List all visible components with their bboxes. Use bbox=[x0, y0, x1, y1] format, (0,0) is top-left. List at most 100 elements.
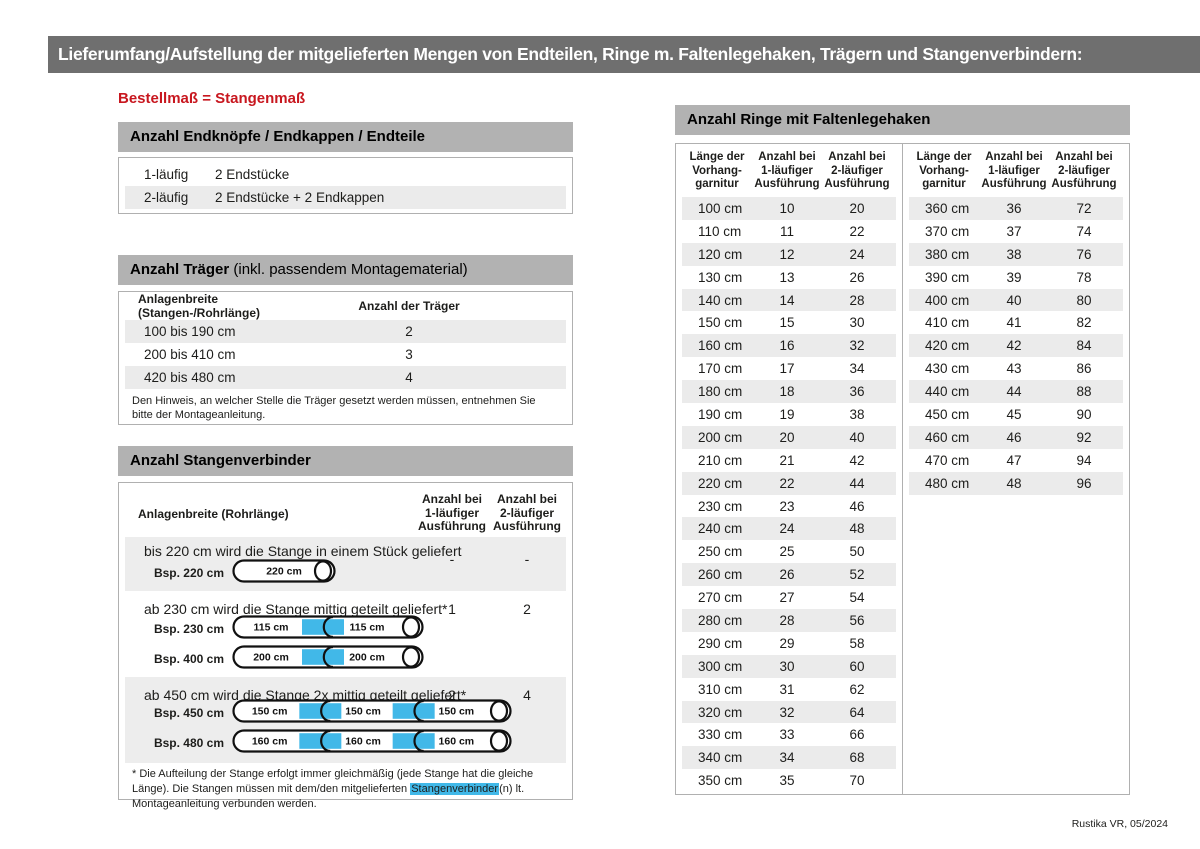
count-2laeufig-cell: 74 bbox=[1076, 223, 1092, 239]
count-2laeufig-cell: 56 bbox=[849, 612, 865, 628]
rod-example-row: Bsp. 450 cm 150 cm 150 cm 150 cm bbox=[139, 698, 512, 725]
joint-arc bbox=[322, 615, 334, 638]
count-1laeufig-cell: 23 bbox=[779, 498, 795, 514]
garnitur-length-cell: 400 cm bbox=[925, 292, 970, 308]
count-1laeufig-cell: 35 bbox=[779, 773, 795, 789]
rod-diagram: 160 cm 160 cm 160 cm bbox=[232, 728, 512, 753]
count-1laeufig-cell: 29 bbox=[779, 635, 795, 651]
count-1laeufig-cell: 18 bbox=[779, 384, 795, 400]
header-line: 2-läufiger bbox=[1058, 164, 1110, 177]
rod-diagram-holder: 200 cm 200 cm bbox=[232, 644, 424, 674]
count-1laeufig-cell: 22 bbox=[779, 475, 795, 491]
header-line: 2-läufiger bbox=[831, 164, 883, 177]
header-line: garnitur bbox=[922, 178, 966, 190]
count-2laeufig-cell: 82 bbox=[1076, 315, 1092, 331]
count-2laeufig: 4 bbox=[523, 687, 531, 703]
segment-length-label: 150 cm bbox=[252, 705, 288, 717]
ringe-header-left: Länge der Vorhang- garnitur Anzahl bei 1… bbox=[676, 144, 902, 197]
segment-length-label: 160 cm bbox=[439, 735, 475, 747]
garnitur-length-cell: 210 cm bbox=[698, 452, 743, 468]
count-1laeufig-cell: 19 bbox=[779, 406, 795, 422]
traeger-col2-header: Anzahl der Träger bbox=[358, 299, 460, 313]
section-header-endteile: Anzahl Endknöpfe / Endkappen / Endteile bbox=[118, 122, 573, 152]
page-title-banner: Lieferumfang/Aufstellung der mitgeliefer… bbox=[48, 36, 1200, 73]
segment-length-label: 150 cm bbox=[439, 705, 475, 717]
verbinder-col3-header: Anzahl bei 2-läufiger Ausführung bbox=[487, 492, 567, 534]
count-2laeufig-cell: 28 bbox=[849, 292, 865, 308]
header-line: Ausführung bbox=[418, 519, 486, 533]
count-2laeufig-cell: 76 bbox=[1076, 246, 1092, 262]
segment-length-label: 220 cm bbox=[266, 565, 302, 577]
garnitur-length-cell: 250 cm bbox=[698, 544, 743, 560]
table-row: 180 cm 18 36 bbox=[682, 380, 896, 404]
count-1laeufig-cell: 47 bbox=[1006, 452, 1022, 468]
garnitur-length-cell: 180 cm bbox=[698, 384, 743, 400]
header-line: Anzahl bei bbox=[421, 492, 482, 506]
verbinder-footnote: * Die Aufteilung der Stange erfolgt imme… bbox=[132, 767, 566, 812]
rod-diagram-holder: 220 cm bbox=[232, 558, 336, 588]
garnitur-length-cell: 140 cm bbox=[698, 292, 743, 308]
count-1laeufig-cell: 13 bbox=[779, 269, 795, 285]
header-line: Länge der bbox=[689, 151, 745, 163]
count-2laeufig-cell: 50 bbox=[849, 544, 865, 560]
table-row: 420 cm 42 84 bbox=[909, 334, 1123, 358]
verbinder-table-header: Anlagenbreite (Rohrlänge) Anzahl bei 1-l… bbox=[119, 483, 572, 537]
joint-arc bbox=[320, 729, 331, 752]
count-2laeufig-cell: 26 bbox=[849, 269, 865, 285]
traeger-rows: 100 bis 190 cm 2 200 bis 410 cm 3 420 bis 48… bbox=[119, 320, 572, 389]
footnote-text: (n) lt. Montageanleitung verbunden werde… bbox=[132, 783, 525, 810]
count-1laeufig-cell: 39 bbox=[1006, 269, 1022, 285]
count-2laeufig-cell: 96 bbox=[1076, 475, 1092, 491]
joint-arc bbox=[322, 645, 334, 668]
footnote-highlight: Stangenverbinder bbox=[410, 783, 500, 795]
garnitur-length-cell: 310 cm bbox=[698, 681, 743, 697]
count-2laeufig-cell: 88 bbox=[1076, 384, 1092, 400]
table-row: 220 cm 22 44 bbox=[682, 471, 896, 495]
count-2laeufig-cell: 86 bbox=[1076, 361, 1092, 377]
count-2laeufig-cell: 36 bbox=[849, 384, 865, 400]
document-version-label: Rustika VR, 05/2024 bbox=[1071, 818, 1168, 830]
ringe-header-right: Länge der Vorhang- garnitur Anzahl bei 1… bbox=[903, 144, 1129, 197]
count-2laeufig-cell: 64 bbox=[849, 704, 865, 720]
table-row: 400 cm 40 80 bbox=[909, 288, 1123, 312]
count-1laeufig-cell: 33 bbox=[779, 727, 795, 743]
rod-example-label: Bsp. 480 cm bbox=[153, 736, 224, 750]
garnitur-length-cell: 390 cm bbox=[925, 269, 970, 285]
table-row: 260 cm 26 52 bbox=[682, 563, 896, 587]
count-2laeufig-cell: 24 bbox=[849, 246, 865, 262]
count-2laeufig-cell: 70 bbox=[849, 773, 865, 789]
joint-arc bbox=[320, 699, 331, 722]
ringe-col2-header: Anzahl bei 1-läufiger Ausführung bbox=[752, 151, 822, 197]
traeger-col1-header: Anlagenbreite (Stangen-/Rohrlänge) bbox=[138, 292, 260, 320]
table-verbinder: Anlagenbreite (Rohrlänge) Anzahl bei 1-l… bbox=[118, 482, 573, 810]
table-row: 190 cm 19 38 bbox=[682, 403, 896, 426]
header-line: Vorhang- bbox=[919, 164, 969, 177]
count-1laeufig-cell: 31 bbox=[779, 681, 795, 697]
count-2laeufig-cell: 42 bbox=[849, 452, 865, 468]
count-1laeufig-cell: 32 bbox=[779, 704, 795, 720]
garnitur-length-cell: 220 cm bbox=[698, 475, 743, 491]
traeger-note: Den Hinweis, an welcher Stelle die Träge… bbox=[132, 395, 536, 421]
garnitur-length-cell: 360 cm bbox=[925, 200, 970, 216]
garnitur-length-cell: 110 cm bbox=[698, 223, 742, 239]
rod-end-cap bbox=[401, 645, 421, 668]
table-row: 200 bis 410 cm 3 bbox=[125, 343, 566, 366]
count-1laeufig-cell: 16 bbox=[779, 338, 795, 354]
count-1laeufig-cell: 44 bbox=[1006, 384, 1022, 400]
garnitur-length-cell: 340 cm bbox=[698, 750, 743, 766]
table-row: 420 bis 480 cm 4 bbox=[125, 366, 566, 389]
table-row: 150 cm 15 30 bbox=[682, 311, 896, 334]
rod-end-cap bbox=[313, 559, 333, 582]
traeger-count-cell: 2 bbox=[405, 324, 413, 339]
table-row: 480 cm 48 96 bbox=[909, 471, 1123, 495]
segment-length-label: 200 cm bbox=[349, 651, 385, 663]
table-row: 140 cm 14 28 bbox=[682, 288, 896, 312]
garnitur-length-cell: 170 cm bbox=[698, 361, 743, 377]
section-header-verbinder: Anzahl Stangenverbinder bbox=[118, 446, 573, 476]
ringe-col2-header: Anzahl bei 1-läufiger Ausführung bbox=[979, 151, 1049, 197]
table-traeger: Anlagenbreite (Stangen-/Rohrlänge) Anzah… bbox=[118, 291, 573, 425]
ringe-rows-left: 100 cm 10 20 110 cm 11 22 120 cm 12 24 130 cm 13 26… bbox=[676, 197, 902, 792]
garnitur-length-cell: 130 cm bbox=[698, 269, 743, 285]
anlagenbreite-cell: 200 bis 410 cm bbox=[144, 347, 236, 362]
rod-example-row: Bsp. 220 cm 220 cm bbox=[139, 558, 336, 588]
